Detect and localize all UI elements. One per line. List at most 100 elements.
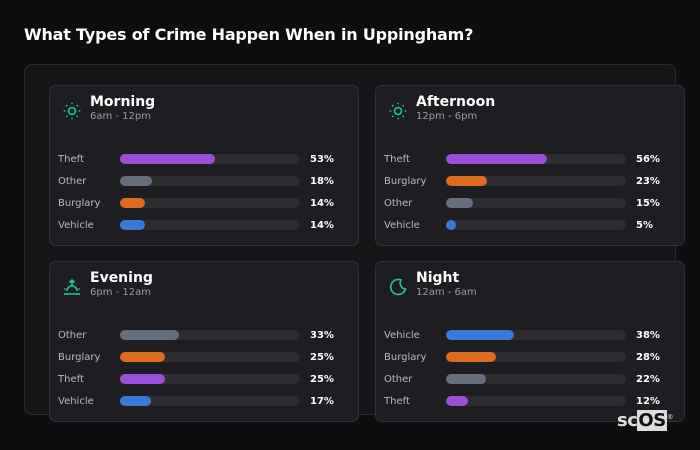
- bar-track: [446, 198, 626, 208]
- bar-track: [120, 198, 300, 208]
- crime-label: Theft: [384, 153, 410, 165]
- crime-label: Other: [58, 175, 87, 187]
- card-time-range: 12am - 6am: [416, 287, 477, 298]
- crime-percent: 25%: [310, 373, 334, 385]
- card-morning: Morning 6am - 12pm Theft 53% Other 18% Burg…: [49, 85, 359, 246]
- crime-percent: 18%: [310, 175, 334, 187]
- crime-percent: 15%: [636, 197, 660, 209]
- crime-label: Theft: [58, 153, 84, 165]
- bar-fill: [446, 374, 486, 384]
- crime-row: Other 22%: [384, 368, 674, 390]
- logo: scOS®: [617, 410, 674, 431]
- crime-row: Other 33%: [58, 324, 348, 346]
- crime-percent: 33%: [310, 329, 334, 341]
- crime-percent: 22%: [636, 373, 660, 385]
- bar-track: [120, 330, 300, 340]
- crime-row: Theft 25%: [58, 368, 348, 390]
- crime-label: Theft: [58, 373, 84, 385]
- crime-row: Vehicle 17%: [58, 390, 348, 412]
- crime-row: Other 15%: [384, 192, 674, 214]
- crime-label: Other: [58, 329, 87, 341]
- bar-track: [120, 176, 300, 186]
- bar-fill: [446, 198, 473, 208]
- crime-percent: 38%: [636, 329, 660, 341]
- bar-track: [120, 220, 300, 230]
- crime-label: Burglary: [384, 351, 427, 363]
- crime-row: Vehicle 5%: [384, 214, 674, 236]
- card-afternoon: Afternoon 12pm - 6pm Theft 56% Burglary 23…: [375, 85, 685, 246]
- card-night: Night 12am - 6am Vehicle 38% Burglary 28% O…: [375, 261, 685, 422]
- card-title: Night: [416, 270, 460, 286]
- bar-track: [120, 154, 300, 164]
- crime-label: Vehicle: [384, 219, 420, 231]
- bar-fill: [120, 154, 216, 164]
- crime-percent: 28%: [636, 351, 660, 363]
- bar-track: [446, 176, 626, 186]
- sun-icon: [389, 102, 407, 120]
- crime-label: Other: [384, 373, 413, 385]
- crime-label: Vehicle: [58, 219, 94, 231]
- bar-fill: [120, 198, 146, 208]
- card-time-range: 12pm - 6pm: [416, 111, 478, 122]
- moon-icon: [390, 278, 407, 296]
- sun-icon: [63, 102, 81, 120]
- crime-percent: 23%: [636, 175, 660, 187]
- page-title: What Types of Crime Happen When in Uppin…: [24, 25, 474, 44]
- card-time-range: 6am - 12pm: [90, 111, 152, 122]
- bar-fill: [446, 396, 468, 406]
- card-title: Evening: [90, 270, 153, 286]
- bar-fill: [446, 176, 488, 186]
- crime-row: Burglary 28%: [384, 346, 674, 368]
- crime-label: Other: [384, 197, 413, 209]
- bar-fill: [120, 352, 165, 362]
- card-time-range: 6pm - 12am: [90, 287, 152, 298]
- crime-row: Other 18%: [58, 170, 348, 192]
- crime-label: Theft: [384, 395, 410, 407]
- bar-track: [120, 352, 300, 362]
- sunset-icon: [64, 278, 80, 295]
- crime-percent: 14%: [310, 197, 334, 209]
- bar-fill: [120, 374, 165, 384]
- crime-row: Vehicle 38%: [384, 324, 674, 346]
- crime-percent: 14%: [310, 219, 334, 231]
- crime-percent: 17%: [310, 395, 334, 407]
- crime-row: Burglary 25%: [58, 346, 348, 368]
- card-evening: Evening 6pm - 12am Other 33% Burglary 25% T…: [49, 261, 359, 422]
- bar-track: [120, 396, 300, 406]
- bar-track: [446, 220, 626, 230]
- bar-fill: [446, 330, 515, 340]
- card-title: Afternoon: [416, 94, 496, 110]
- bar-fill: [120, 330, 180, 340]
- crime-percent: 12%: [636, 395, 660, 407]
- crime-percent: 56%: [636, 153, 660, 165]
- crime-percent: 5%: [636, 219, 653, 231]
- crime-row: Theft 56%: [384, 148, 674, 170]
- bar-fill: [120, 176, 153, 186]
- crime-row: Burglary 23%: [384, 170, 674, 192]
- crime-percent: 53%: [310, 153, 334, 165]
- crime-label: Vehicle: [384, 329, 420, 341]
- crime-label: Burglary: [384, 175, 427, 187]
- bar-fill: [120, 396, 151, 406]
- bar-fill: [446, 220, 456, 230]
- bar-track: [120, 374, 300, 384]
- crime-row: Vehicle 14%: [58, 214, 348, 236]
- crime-label: Vehicle: [58, 395, 94, 407]
- crime-label: Burglary: [58, 351, 101, 363]
- logo-text-box: OS: [637, 410, 667, 431]
- bar-track: [446, 352, 626, 362]
- card-title: Morning: [90, 94, 156, 110]
- bar-track: [446, 330, 626, 340]
- logo-text: sc: [617, 410, 638, 431]
- crime-label: Burglary: [58, 197, 101, 209]
- bar-fill: [120, 220, 146, 230]
- crime-percent: 25%: [310, 351, 334, 363]
- bar-fill: [446, 154, 547, 164]
- crime-row: Theft 12%: [384, 390, 674, 412]
- crime-row: Burglary 14%: [58, 192, 348, 214]
- bar-track: [446, 374, 626, 384]
- logo-mark: ®: [666, 413, 674, 421]
- bar-track: [446, 396, 626, 406]
- crime-row: Theft 53%: [58, 148, 348, 170]
- bar-track: [446, 154, 626, 164]
